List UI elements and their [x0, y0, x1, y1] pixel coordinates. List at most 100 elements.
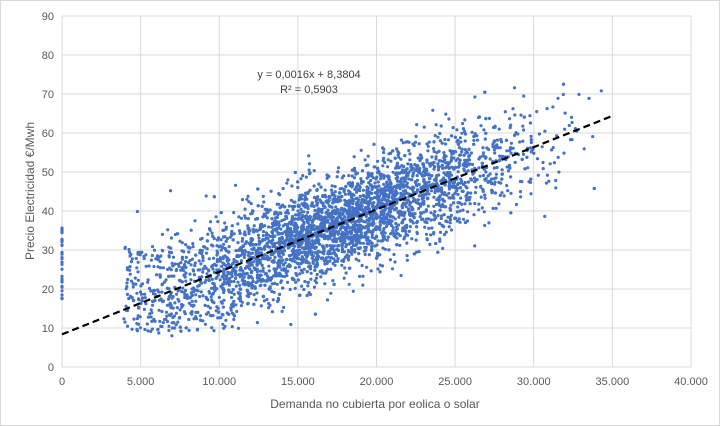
- data-point: [313, 251, 317, 255]
- data-point: [214, 215, 218, 219]
- data-point: [238, 291, 242, 296]
- data-point: [132, 317, 136, 321]
- data-point: [311, 219, 315, 223]
- data-point: [348, 200, 352, 204]
- data-point: [376, 267, 380, 271]
- data-point: [325, 261, 329, 265]
- data-point: [248, 229, 252, 233]
- data-point: [449, 228, 454, 232]
- data-point: [492, 166, 496, 170]
- data-point: [242, 275, 246, 279]
- data-point: [447, 176, 451, 180]
- data-point: [323, 257, 328, 261]
- data-point: [383, 208, 387, 212]
- data-point: [432, 140, 436, 144]
- data-point: [220, 312, 224, 316]
- y-tick-label: 10: [42, 323, 54, 335]
- data-point: [351, 289, 355, 293]
- data-point: [184, 326, 188, 330]
- data-point: [432, 149, 436, 154]
- data-point: [339, 216, 343, 220]
- data-point: [288, 226, 292, 231]
- data-point: [353, 221, 357, 225]
- data-point: [179, 329, 183, 333]
- data-point: [252, 293, 256, 297]
- data-point: [203, 322, 207, 326]
- data-point: [439, 179, 443, 183]
- data-point: [419, 186, 423, 191]
- data-point: [307, 265, 311, 269]
- data-point: [246, 224, 250, 228]
- data-point: [340, 242, 345, 246]
- data-point: [428, 176, 432, 180]
- data-point: [347, 226, 351, 230]
- data-point: [518, 190, 523, 194]
- data-point: [281, 203, 285, 207]
- data-point: [562, 151, 566, 155]
- data-point: [394, 166, 398, 170]
- data-point: [541, 160, 545, 165]
- data-point: [532, 151, 536, 155]
- data-point: [196, 268, 200, 272]
- data-point: [412, 252, 416, 256]
- data-point: [450, 165, 454, 169]
- data-point: [329, 188, 334, 192]
- data-point: [184, 243, 188, 247]
- data-point: [262, 200, 266, 204]
- data-point: [365, 191, 369, 195]
- data-point: [421, 162, 425, 166]
- data-point: [288, 287, 292, 292]
- data-point: [178, 308, 182, 312]
- data-point: [502, 194, 506, 198]
- data-point: [309, 204, 313, 208]
- data-point: [60, 274, 64, 278]
- data-point: [259, 251, 263, 255]
- data-point: [477, 208, 481, 212]
- data-point: [124, 304, 128, 308]
- data-point: [259, 304, 263, 308]
- data-point: [60, 280, 64, 284]
- data-point: [336, 208, 340, 212]
- data-point: [300, 246, 305, 250]
- data-point: [306, 206, 310, 211]
- data-point: [267, 225, 271, 229]
- data-point: [522, 94, 526, 98]
- data-point: [267, 269, 271, 273]
- data-point: [150, 327, 154, 331]
- data-point: [60, 267, 64, 271]
- data-point: [395, 243, 399, 247]
- data-point: [264, 279, 268, 283]
- data-point: [413, 198, 417, 202]
- data-point: [395, 161, 400, 165]
- data-point: [264, 231, 268, 235]
- data-point: [201, 267, 205, 271]
- data-point: [333, 184, 337, 189]
- data-point: [394, 206, 398, 210]
- data-point: [130, 257, 134, 261]
- data-point: [473, 201, 477, 206]
- data-point: [477, 166, 481, 170]
- data-point: [357, 252, 361, 256]
- data-point: [480, 161, 484, 165]
- data-point: [432, 160, 436, 165]
- data-point: [460, 147, 464, 151]
- data-point: [190, 310, 194, 314]
- data-point: [216, 220, 220, 224]
- data-point: [285, 181, 289, 185]
- data-point: [358, 241, 362, 245]
- data-point: [270, 230, 274, 234]
- data-point: [547, 179, 551, 183]
- data-point: [307, 168, 311, 172]
- data-point: [477, 157, 481, 161]
- data-point: [207, 257, 211, 261]
- data-point: [355, 210, 359, 214]
- data-point: [295, 261, 299, 265]
- data-point: [299, 242, 303, 246]
- data-point: [314, 199, 318, 203]
- data-point: [348, 209, 352, 213]
- data-point: [195, 288, 199, 292]
- data-point: [343, 215, 347, 219]
- data-point: [298, 272, 302, 276]
- data-point: [381, 173, 385, 177]
- data-point: [278, 274, 282, 278]
